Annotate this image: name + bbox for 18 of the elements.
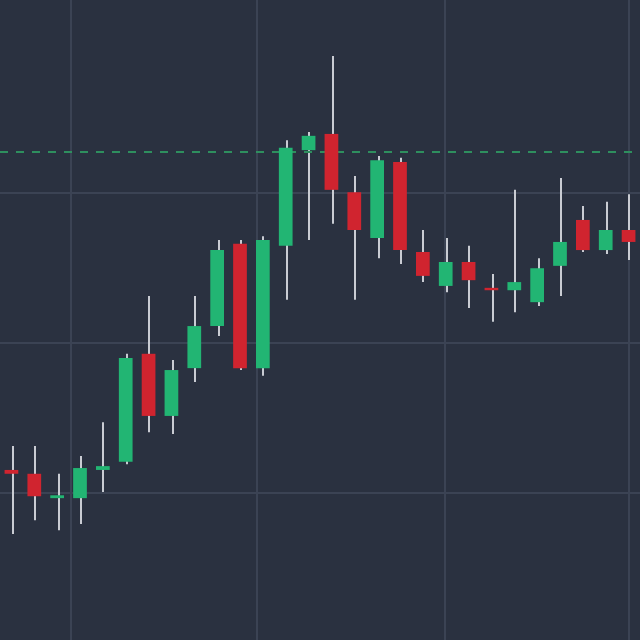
candlestick: [461, 244, 476, 309]
candlestick: [301, 131, 316, 242]
candlestick: [621, 193, 636, 262]
candlestick: [27, 445, 42, 522]
candlestick: [73, 455, 87, 525]
candlestick: [4, 445, 19, 535]
candlestick: [576, 205, 590, 253]
candlestick: [507, 188, 522, 314]
candlestick: [347, 174, 362, 301]
candlestick: [416, 228, 430, 284]
candlestick: [96, 421, 110, 493]
candlestick: [187, 294, 202, 383]
candlestick: [598, 200, 613, 255]
candlestick: [50, 472, 64, 532]
candlestick: [530, 257, 544, 307]
candlestick: [164, 359, 179, 436]
candlestick: [553, 176, 567, 297]
candlestick: [438, 237, 453, 294]
